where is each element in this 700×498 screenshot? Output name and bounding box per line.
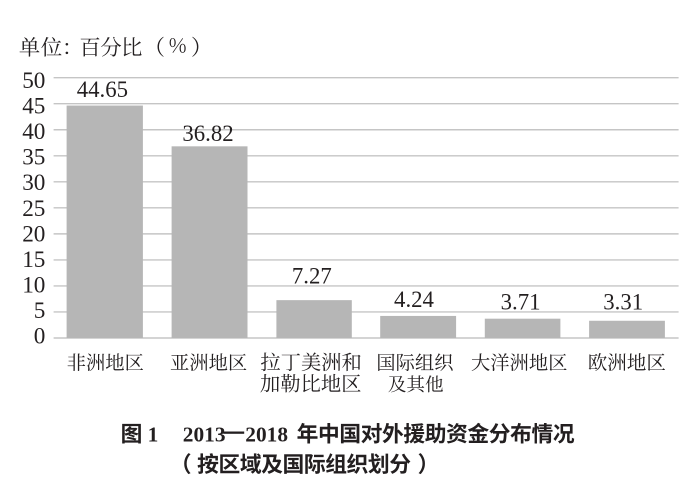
svg-text:1: 1 [148, 423, 159, 447]
svg-text:5: 5 [34, 298, 46, 324]
svg-text:25: 25 [22, 196, 45, 222]
svg-text:3.31: 3.31 [603, 290, 643, 315]
svg-text:4.24: 4.24 [394, 287, 434, 312]
svg-text:30: 30 [22, 170, 45, 196]
svg-text:50: 50 [22, 68, 45, 94]
svg-text:36.82: 36.82 [182, 121, 233, 146]
svg-text:35: 35 [22, 145, 45, 171]
svg-text:7.27: 7.27 [292, 264, 332, 289]
svg-text:2013: 2013 [183, 423, 226, 447]
svg-text:0: 0 [34, 324, 46, 350]
svg-text:44.65: 44.65 [77, 77, 128, 102]
svg-text:2018: 2018 [245, 423, 288, 447]
svg-text:45: 45 [22, 93, 45, 119]
svg-text:10: 10 [22, 273, 45, 299]
svg-text:15: 15 [22, 247, 45, 273]
svg-text:20: 20 [22, 221, 45, 247]
svg-text:40: 40 [22, 119, 45, 145]
svg-text:3.71: 3.71 [501, 290, 541, 315]
